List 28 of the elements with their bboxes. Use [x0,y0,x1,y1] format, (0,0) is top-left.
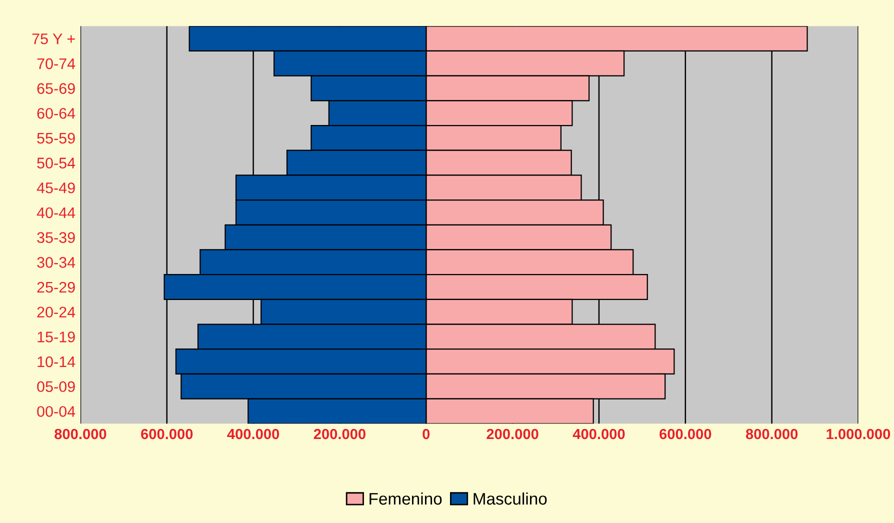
y-tick-label: 35-39 [37,232,75,243]
legend-label: Masculino [474,492,547,505]
y-tick-label: 70-74 [37,58,76,70]
y-tick-label: 60-64 [37,108,76,119]
y-tick-label: 15-19 [38,332,75,342]
y-tick-label: 45-49 [36,182,75,194]
y-tick-label: 55-59 [37,132,75,144]
y-tick-label: 65-69 [37,83,75,94]
legend-label: Femenino [370,492,442,505]
y-tick-label: 40-44 [36,207,76,218]
x-tick-label: 800.000 [746,428,798,440]
x-tick-label: 600.000 [141,428,193,440]
x-tick-label: 200.000 [486,428,538,440]
y-tick-label: 75 Y + [32,34,75,44]
x-tick-label: 400.000 [227,428,280,440]
y-tick-label: 00-04 [37,406,76,417]
y-tick-label: 30-34 [37,257,76,268]
y-tick-label: 25-29 [37,282,75,293]
x-tick-label: 400.000 [572,428,625,440]
x-tick-label: 1.000.000 [826,428,890,440]
y-tick-label: 05-09 [37,381,75,392]
y-tick-label: 50-54 [37,158,76,168]
x-tick-label: 0 [422,428,430,440]
x-tick-label: 200.000 [314,428,366,440]
y-tick-label: 10-14 [38,356,76,368]
y-tick-label: 20-24 [37,306,76,318]
x-tick-label: 800.000 [54,428,106,440]
x-tick-label: 600.000 [660,428,712,440]
